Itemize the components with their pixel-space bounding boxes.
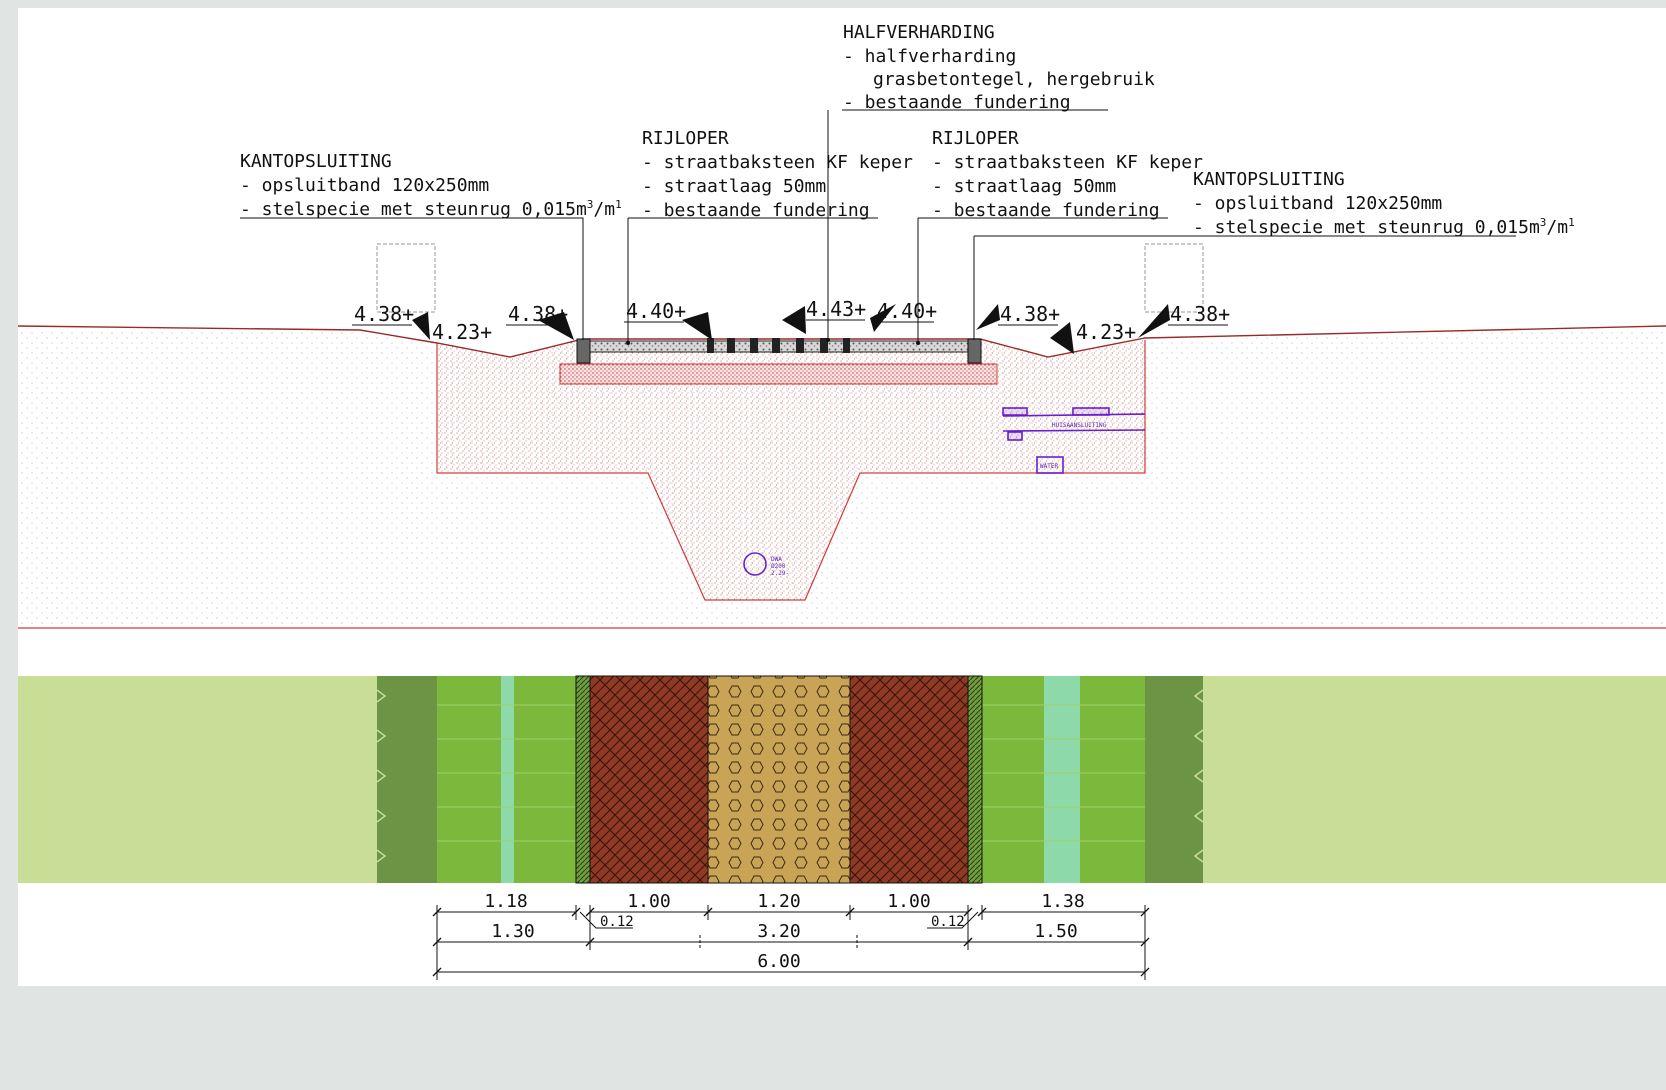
tree-symbol-right: [1144, 243, 1204, 313]
callout-kantopsluiting-line: - stelspecie met steunrug 0,015m3/m1: [1193, 216, 1575, 238]
level-label: 4.38+: [354, 302, 414, 326]
plan-light-grass-left: [18, 676, 377, 883]
callout-kantopsluiting-title: KANTOPSLUITING: [240, 151, 392, 172]
callout-halfverharding-line: - halfverharding: [843, 46, 1016, 67]
plan-view: [18, 675, 1666, 884]
level-label: 4.40+: [626, 299, 686, 323]
callout-kantopsluiting-title: KANTOPSLUITING: [1193, 169, 1345, 190]
dimension-label: 1.38: [1041, 891, 1084, 912]
utility-label-dwa-diameter: Ø200: [771, 563, 786, 570]
dimension-label: 1.30: [491, 921, 534, 942]
plan-brick-strip-right: [849, 675, 969, 884]
callout-halfverharding-line: - bestaande fundering: [843, 92, 1071, 113]
tree-symbol-left: [376, 243, 436, 313]
dimension-label-total: 6.00: [757, 951, 800, 972]
plan-curb-right: [967, 675, 983, 884]
plan-grass-concrete-strip: [707, 675, 851, 884]
callout-rijloper-line: - straatlaag 50mm: [932, 176, 1116, 197]
plan-tree-strip-right: [1145, 676, 1203, 883]
dimension-label: 1.20: [757, 891, 800, 912]
curb-right: [967, 338, 982, 364]
dimension-label-small: 0.12: [931, 914, 965, 930]
callout-halfverharding-line: grasbetontegel, hergebruik: [873, 69, 1155, 90]
plan-ditch-left: [501, 676, 514, 883]
dimension-label: 1.18: [484, 891, 527, 912]
callout-rijloper-title: RIJLOPER: [932, 128, 1019, 149]
plan-tree-strip-left: [377, 676, 437, 883]
utility-lines: [743, 407, 1146, 576]
callout-rijloper-title: RIJLOPER: [642, 128, 729, 149]
level-label: 4.38+: [1000, 302, 1060, 326]
grass-concrete-blocks: [707, 338, 850, 353]
callout-halfverharding-title: HALFVERHARDING: [843, 22, 995, 43]
trench-fill: [437, 339, 1145, 600]
callout-rijloper-line: - bestaande fundering: [932, 200, 1160, 221]
callout-kantopsluiting-line: - opsluitband 120x250mm: [240, 175, 489, 196]
callout-rijloper-line: - straatbaksteen KF keper: [932, 152, 1203, 173]
callout-kantopsluiting-line: - opsluitband 120x250mm: [1193, 193, 1442, 214]
level-label: 4.23+: [432, 320, 492, 344]
utility-label-water: WATER: [1040, 463, 1058, 470]
level-label: 4.43+: [806, 297, 866, 321]
foundation-slab: [559, 363, 998, 385]
plan-curb-left: [575, 675, 591, 884]
callout-rijloper-line: - straatbaksteen KF keper: [642, 152, 913, 173]
level-label: 4.38+: [508, 302, 568, 326]
level-label: 4.38+: [1170, 302, 1230, 326]
dimension-label: 1.00: [887, 891, 930, 912]
callout-kantopsluiting-line: - stelspecie met steunrug 0,015m3/m1: [240, 198, 622, 220]
dimension-label: 1.50: [1034, 921, 1077, 942]
plan-brick-strip-left: [589, 675, 709, 884]
plan-ditch-right: [1044, 676, 1080, 883]
callout-rijloper-line: - bestaande fundering: [642, 200, 870, 221]
level-markers: [412, 304, 1170, 354]
dimension-label: 3.20: [757, 921, 800, 942]
utility-label-huisaansluiting: HUISAANSLUITING: [1052, 422, 1107, 429]
level-label: 4.40+: [877, 299, 937, 323]
curb-left: [576, 338, 591, 364]
trench-outline: [436, 340, 1146, 601]
level-label: 4.23+: [1076, 320, 1136, 344]
dimension-label-small: 0.12: [600, 914, 634, 930]
utility-label-dwa: DWA: [771, 556, 782, 563]
callout-rijloper-line: - straatlaag 50mm: [642, 176, 826, 197]
plan-light-grass-right: [1203, 676, 1666, 883]
dimension-label: 1.00: [627, 891, 670, 912]
utility-label-dwa-level: 2.29-: [771, 570, 789, 577]
callout-leaders: [240, 109, 1516, 343]
dimension-ticks: [432, 907, 1150, 977]
